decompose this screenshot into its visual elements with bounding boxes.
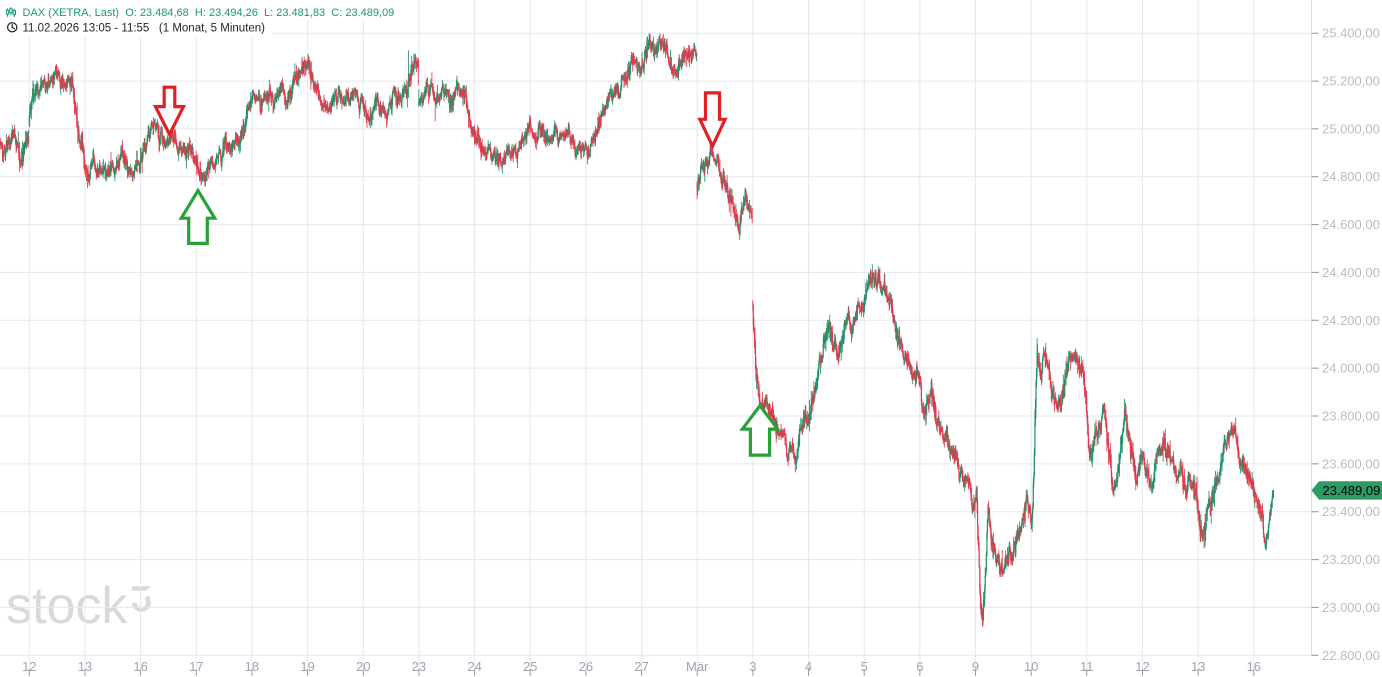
- svg-text:22.800,00: 22.800,00: [1322, 648, 1380, 663]
- svg-text:23.400,00: 23.400,00: [1322, 504, 1380, 519]
- svg-text:24.600,00: 24.600,00: [1322, 217, 1380, 232]
- svg-text:Mär: Mär: [686, 659, 709, 674]
- svg-text:11.02.2026 13:05 - 11:55 (1: 11.02.2026 13:05 - 11:55 (1 Monat, 5 Min…: [23, 23, 266, 35]
- svg-text:20: 20: [356, 659, 370, 674]
- svg-text:25: 25: [523, 659, 537, 674]
- svg-text:13: 13: [1191, 659, 1205, 674]
- svg-text:25.000,00: 25.000,00: [1322, 121, 1380, 136]
- svg-text:24.800,00: 24.800,00: [1322, 169, 1380, 184]
- svg-text:12: 12: [1135, 659, 1149, 674]
- svg-text:12: 12: [22, 659, 36, 674]
- svg-text:DAX (XETRA, Last) O: 23.484,6: DAX (XETRA, Last) O: 23.484,68 H: 23.494…: [23, 7, 395, 19]
- svg-text:25.200,00: 25.200,00: [1322, 74, 1380, 89]
- svg-text:4: 4: [805, 659, 812, 674]
- svg-text:6: 6: [916, 659, 923, 674]
- svg-text:16: 16: [1247, 659, 1261, 674]
- svg-text:5: 5: [861, 659, 868, 674]
- svg-text:24.000,00: 24.000,00: [1322, 361, 1380, 376]
- svg-text:24.400,00: 24.400,00: [1322, 265, 1380, 280]
- svg-text:24: 24: [467, 659, 481, 674]
- svg-text:23.000,00: 23.000,00: [1322, 600, 1380, 615]
- svg-text:24.200,00: 24.200,00: [1322, 313, 1380, 328]
- svg-text:23.489,09: 23.489,09: [1323, 483, 1381, 498]
- svg-text:stock: stock: [6, 577, 128, 635]
- svg-text:13: 13: [78, 659, 92, 674]
- svg-text:9: 9: [972, 659, 979, 674]
- svg-text:18: 18: [245, 659, 259, 674]
- svg-text:16: 16: [133, 659, 147, 674]
- svg-text:23.600,00: 23.600,00: [1322, 456, 1380, 471]
- svg-text:11: 11: [1080, 659, 1094, 674]
- svg-text:19: 19: [300, 659, 314, 674]
- svg-text:17: 17: [189, 659, 203, 674]
- svg-text:26: 26: [579, 659, 593, 674]
- svg-text:25.400,00: 25.400,00: [1322, 26, 1380, 41]
- svg-text:23.200,00: 23.200,00: [1322, 552, 1380, 567]
- svg-text:23.800,00: 23.800,00: [1322, 409, 1380, 424]
- svg-text:3: 3: [749, 659, 756, 674]
- svg-text:23: 23: [412, 659, 426, 674]
- svg-text:27: 27: [634, 659, 648, 674]
- svg-text:10: 10: [1024, 659, 1038, 674]
